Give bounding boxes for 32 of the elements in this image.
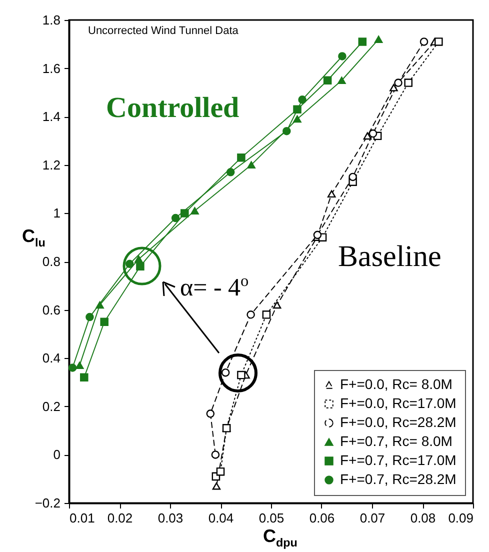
y-tick-label: 0.4 <box>42 350 60 366</box>
legend-label: F+=0.0, Rc=28.2M <box>340 414 456 430</box>
legend-label: F+=0.0, Rc=17.0M <box>340 395 456 411</box>
annotation: Controlled <box>106 92 240 125</box>
y-tick-label: 1 <box>53 206 60 221</box>
annotation: α= - 4$^{o}$ <box>180 272 249 302</box>
y-tick-label: 0 <box>53 447 60 462</box>
x-tick-label: 0.07 <box>360 510 386 526</box>
x-axis-title: C$_{dpu}$ <box>263 526 298 550</box>
x-tick-label: 0.03 <box>158 510 184 526</box>
annotation: Baseline <box>338 240 442 274</box>
x-tick-label: 0.01 <box>70 510 95 526</box>
legend-label: F+=0.0, Rc= 8.0M <box>340 376 452 392</box>
x-tick-label: 0.08 <box>410 510 436 526</box>
y-tick-label: 1.6 <box>42 60 60 76</box>
y-axis-title: C$_{lu}$ <box>22 226 46 250</box>
y-tick-label: 1.8 <box>42 12 60 28</box>
annotation: Uncorrected Wind Tunnel Data <box>88 25 238 37</box>
legend-label: F+=0.7, Rc= 8.0M <box>340 433 452 449</box>
legend-label: F+=0.7, Rc=17.0M <box>340 452 456 468</box>
y-tick-label: 0.6 <box>42 302 60 318</box>
y-tick-label: 1.2 <box>42 157 60 172</box>
y-tick-label: −0.2 <box>34 496 60 510</box>
y-tick-label: 0.2 <box>42 398 60 414</box>
y-tick-label: 0.8 <box>42 254 60 269</box>
x-tick-label: 0.04 <box>208 510 234 526</box>
x-tick-label: 0.05 <box>258 510 284 526</box>
x-tick-label: 0.02 <box>107 510 133 526</box>
legend-label: F+=0.7, Rc=28.2M <box>340 471 456 487</box>
x-tick-label: 0.09 <box>448 510 474 526</box>
y-tick-label: 1.4 <box>42 109 60 124</box>
x-tick-label: 0.06 <box>309 510 335 526</box>
